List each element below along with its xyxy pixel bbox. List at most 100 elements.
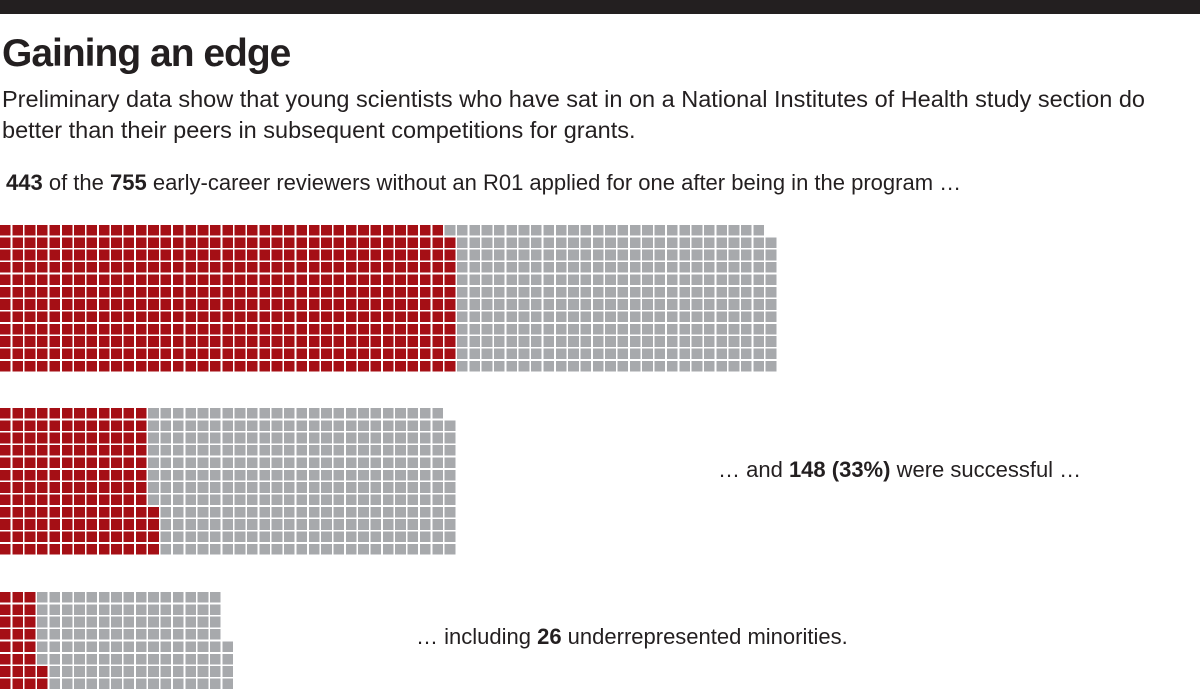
waffle-cell	[197, 469, 209, 481]
waffle-cell	[666, 225, 678, 236]
waffle-cell-highlighted	[86, 360, 98, 372]
waffle-cell-highlighted	[37, 274, 48, 286]
waffle-cell	[481, 225, 493, 236]
waffle-cell	[753, 348, 764, 360]
waffle-cell-highlighted	[407, 323, 419, 335]
waffle-cell	[543, 286, 555, 298]
waffle-cell-highlighted	[382, 336, 394, 347]
waffle-cell-highlighted	[345, 274, 357, 286]
waffle-cell	[308, 494, 320, 506]
waffle-cell	[481, 360, 493, 372]
waffle-cell-highlighted	[135, 336, 147, 347]
waffle-cell-highlighted	[407, 225, 419, 236]
waffle-cell-highlighted	[24, 543, 36, 555]
waffle-cell	[568, 237, 579, 248]
waffle-cell-highlighted	[37, 249, 48, 261]
waffle-cell	[481, 286, 493, 298]
waffle-cell	[61, 666, 73, 677]
waffle-cell	[494, 237, 505, 248]
waffle-cell	[741, 336, 752, 347]
waffle-cell	[518, 323, 530, 335]
waffle-cell	[617, 237, 629, 248]
waffle-cell	[358, 408, 369, 419]
waffle-cell-highlighted	[61, 543, 73, 555]
waffle-cell	[86, 604, 98, 615]
waffle-cell	[605, 323, 616, 335]
waffle-cell	[444, 225, 456, 236]
waffle-cell-highlighted	[247, 360, 258, 372]
waffle-cell	[407, 432, 419, 444]
waffle-cell-highlighted	[0, 531, 11, 543]
waffle-cell-highlighted	[86, 225, 98, 236]
waffle-cell	[284, 543, 295, 555]
waffle-cell	[395, 432, 406, 444]
waffle-cell	[209, 666, 221, 677]
waffle-cell-highlighted	[0, 592, 11, 603]
waffle-cell-highlighted	[12, 274, 23, 286]
waffle-cell-highlighted	[135, 482, 147, 493]
waffle-cell-highlighted	[135, 360, 147, 372]
waffle-cell-highlighted	[24, 494, 36, 506]
waffle-cell	[407, 506, 419, 518]
waffle-cell-highlighted	[98, 249, 110, 261]
waffle-cell	[642, 299, 653, 310]
waffle-cell-highlighted	[86, 432, 98, 444]
waffle-cell	[654, 360, 666, 372]
waffle-cell-highlighted	[98, 225, 110, 236]
waffle-cell	[703, 225, 715, 236]
waffle-cell-highlighted	[12, 629, 23, 640]
waffle-cell	[296, 432, 308, 444]
waffle-cell-highlighted	[98, 336, 110, 347]
waffle-cell-highlighted	[98, 420, 110, 431]
waffle-cell-highlighted	[160, 237, 172, 248]
waffle-cell	[568, 299, 579, 310]
waffle-cell-highlighted	[49, 531, 61, 543]
waffle-cell	[333, 408, 345, 419]
waffle-cell-highlighted	[247, 299, 258, 310]
waffle-cell-highlighted	[24, 531, 36, 543]
waffle-cell-highlighted	[259, 360, 270, 372]
waffle-cell-highlighted	[0, 360, 11, 372]
waffle-cell	[666, 311, 678, 323]
waffle-cell	[321, 457, 332, 469]
waffle-cell-highlighted	[0, 286, 11, 298]
waffle-cell	[185, 469, 196, 481]
waffle-cell	[543, 262, 555, 273]
waffle-cell	[481, 299, 493, 310]
waffle-cell-highlighted	[12, 616, 23, 628]
waffle-cell	[456, 323, 468, 335]
waffle-cell	[160, 494, 172, 506]
waffle-cell-highlighted	[247, 225, 258, 236]
waffle-cell	[605, 299, 616, 310]
waffle-cell	[308, 432, 320, 444]
waffle-cell-highlighted	[148, 543, 159, 555]
waffle-cell	[111, 678, 122, 690]
waffle-cell-highlighted	[345, 237, 357, 248]
waffle-cell	[494, 299, 505, 310]
waffle-cell-highlighted	[74, 494, 85, 506]
waffle-cell	[605, 286, 616, 298]
waffle-cell-highlighted	[49, 360, 61, 372]
waffle-cell	[172, 469, 184, 481]
waffle-cell-highlighted	[222, 323, 233, 335]
waffle-cell-highlighted	[37, 519, 48, 530]
waffle-cell-highlighted	[49, 457, 61, 469]
waffle-cell-highlighted	[0, 408, 11, 419]
waffle-cell	[148, 494, 159, 506]
waffle-cell	[209, 420, 221, 431]
waffle-cell	[469, 299, 480, 310]
waffle-cell	[160, 457, 172, 469]
waffle-cell-highlighted	[432, 311, 443, 323]
waffle-cell-highlighted	[160, 274, 172, 286]
waffle-cell-highlighted	[12, 262, 23, 273]
waffle-cell-highlighted	[234, 286, 246, 298]
caption-applied-mid: of the	[42, 170, 110, 195]
waffle-cell-highlighted	[432, 299, 443, 310]
waffle-cell	[259, 494, 270, 506]
waffle-cell-highlighted	[234, 323, 246, 335]
waffle-cell	[148, 629, 159, 640]
waffle-cell-highlighted	[432, 323, 443, 335]
waffle-cell	[209, 543, 221, 555]
waffle-cell	[741, 225, 752, 236]
waffle-cell-highlighted	[160, 311, 172, 323]
